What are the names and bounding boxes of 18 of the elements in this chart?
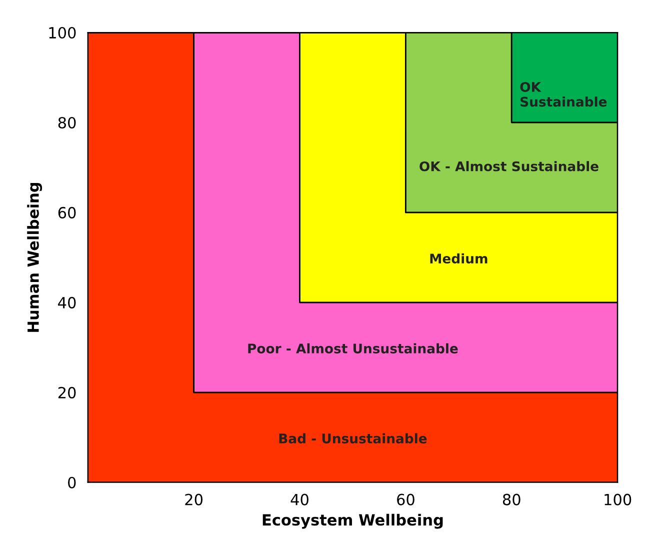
y-tick-label: 20 <box>58 386 76 398</box>
x-tick-label: 100 <box>604 494 632 506</box>
x-tick-label: 60 <box>397 494 414 506</box>
y-axis-title: Human Wellbeing <box>27 182 42 332</box>
y-tick-label: 60 <box>58 206 76 218</box>
y-tick-label: 40 <box>58 296 76 308</box>
x-tick-label: 40 <box>290 494 308 506</box>
y-tick-label: 80 <box>58 116 76 129</box>
annotation: Medium <box>430 253 488 264</box>
annotation: OK - Almost Sustainable <box>420 161 598 172</box>
y-tick-label: 100 <box>49 26 76 39</box>
y-tick-label: 0 <box>68 476 76 488</box>
annotation: Poor - Almost Unsustainable <box>248 343 458 354</box>
annotation: OK Sustainable <box>520 82 607 107</box>
x-tick-label: 20 <box>185 494 203 506</box>
x-tick-label: 80 <box>502 494 520 506</box>
annotation: Bad - Unsustainable <box>279 433 427 444</box>
x-axis-title: Ecosystem Wellbeing <box>262 514 443 529</box>
